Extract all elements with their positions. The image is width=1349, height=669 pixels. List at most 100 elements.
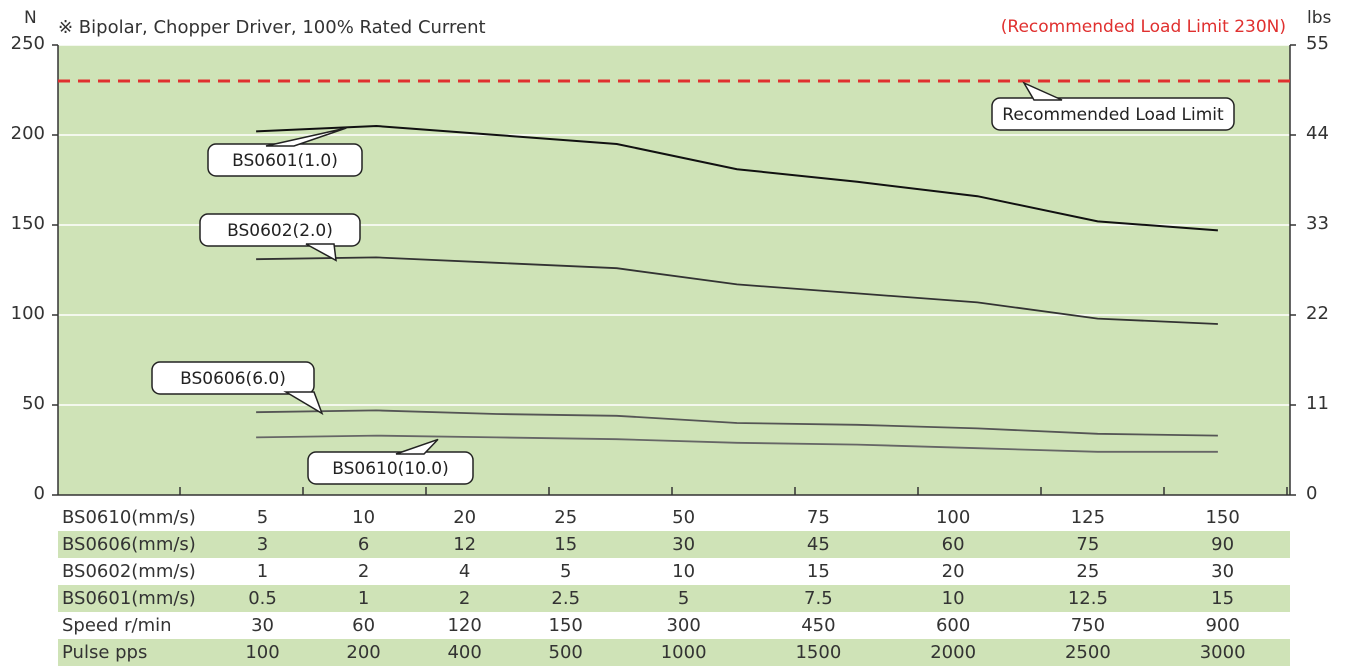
table-cell: 30 <box>616 531 751 558</box>
callout-box <box>199 213 361 247</box>
y2-tick-label: 22 <box>1306 303 1329 324</box>
table-cell: 100 <box>935 507 971 528</box>
table-cell: 400 <box>414 639 516 666</box>
table-cell: 1000 <box>616 639 751 666</box>
table-cell: 125 <box>1070 507 1106 528</box>
table-cell: 2 <box>357 561 370 582</box>
right-axis-unit: lbs <box>1307 8 1332 28</box>
callout-pointer <box>265 127 347 147</box>
series-line <box>256 434 1218 453</box>
y2-tick-label: 55 <box>1306 33 1329 54</box>
table-cell: 500 <box>515 639 617 666</box>
y-tick-label: 250 <box>10 33 45 54</box>
y-tick-label: 0 <box>33 483 45 504</box>
table-cell: 600 <box>935 615 971 636</box>
y-tick-label: 200 <box>10 123 45 144</box>
table-cell: 50 <box>672 507 696 528</box>
table-cell: 10 <box>352 507 376 528</box>
table-cell: 750 <box>1070 615 1106 636</box>
table-cell: 5 <box>616 585 751 612</box>
table-cell: 20 <box>453 507 477 528</box>
table-row: Speed r/min 30 60 120 150 300 450 600 750 900 <box>58 612 1290 639</box>
table-row: BS0610(mm/s) 5 10 20 25 50 75 100 125 150 <box>58 504 1290 531</box>
y2-tick-label: 11 <box>1306 393 1329 414</box>
table-cell: 4 <box>458 561 471 582</box>
callout-bs0610: BS0610(10.0) <box>307 438 474 485</box>
y-tick-label: 50 <box>22 393 45 414</box>
load-limit-note: (Recommended Load Limit 230N) <box>1000 17 1286 37</box>
callout-box <box>151 361 315 395</box>
table-cell: 1 <box>313 585 415 612</box>
y2-tick-label: 44 <box>1306 123 1329 144</box>
y2-tick-label: 0 <box>1306 483 1318 504</box>
callout-pointer <box>283 391 324 416</box>
table-cell: 12 <box>414 531 516 558</box>
table-cell: 25 <box>1076 561 1100 582</box>
series-line <box>256 124 1218 232</box>
callout-pointer <box>305 243 337 262</box>
table-cell: 75 <box>1020 531 1156 558</box>
table-cell: 450 <box>801 615 836 636</box>
callout-box <box>307 451 474 485</box>
table-cell: 1500 <box>751 639 886 666</box>
table-cell: 10 <box>672 561 696 582</box>
table-cell: 6 <box>313 531 415 558</box>
y2-tick-label: 33 <box>1306 213 1329 234</box>
table-cell: 15 <box>806 561 830 582</box>
table-row: BS0602(mm/s) 1 2 4 5 10 15 20 25 30 <box>58 558 1290 585</box>
table-cell: 900 <box>1205 615 1240 636</box>
table-cell: 60 <box>885 531 1021 558</box>
table-cell: 100 <box>212 639 314 666</box>
row-label: BS0610(mm/s) <box>62 507 196 528</box>
table-cell: 75 <box>806 507 830 528</box>
table-cell: 2 <box>414 585 516 612</box>
row-label: BS0601(mm/s) <box>58 585 212 612</box>
table-cell: 90 <box>1155 531 1290 558</box>
series-line <box>256 256 1218 325</box>
callout-bs0601: BS0601(1.0) <box>207 127 363 177</box>
row-label: BS0606(mm/s) <box>58 531 212 558</box>
callout-bs0606: BS0606(6.0) <box>151 361 324 416</box>
callout-pointer <box>395 438 439 455</box>
series-line <box>256 409 1218 437</box>
table-cell: 200 <box>313 639 415 666</box>
callout-text: BS0601(1.0) <box>232 151 338 171</box>
y-tick-label: 150 <box>10 213 45 234</box>
row-label: Speed r/min <box>62 615 172 636</box>
table-cell: 3 <box>212 531 314 558</box>
table-cell: 120 <box>447 615 482 636</box>
table-cell: 15 <box>1155 585 1290 612</box>
table-cell: 2.5 <box>515 585 617 612</box>
table-cell: 300 <box>666 615 701 636</box>
callout-load-limit: Recommended Load Limit <box>991 81 1235 131</box>
y-tick-label: 100 <box>10 303 45 324</box>
table-cell: 7.5 <box>751 585 886 612</box>
table-cell: 30 <box>251 615 274 636</box>
callout-text: Recommended Load Limit <box>1002 105 1224 125</box>
left-axis-unit: N <box>24 8 37 28</box>
table-cell: 1 <box>256 561 269 582</box>
table-cell: 20 <box>941 561 965 582</box>
table-cell: 12.5 <box>1020 585 1156 612</box>
row-label: BS0602(mm/s) <box>62 561 196 582</box>
table-cell: 30 <box>1211 561 1235 582</box>
table-row: Pulse pps 100 200 400 500 1000 1500 2000 2500 300… <box>58 639 1290 666</box>
callout-text: BS0610(10.0) <box>332 459 449 479</box>
callout-bs0602: BS0602(2.0) <box>199 213 361 262</box>
table-cell: 2000 <box>885 639 1021 666</box>
speed-table: BS0610(mm/s) 5 10 20 25 50 75 100 125 150 BS0606(m… <box>58 504 1290 666</box>
table-cell: 10 <box>885 585 1021 612</box>
table-cell: 150 <box>548 615 583 636</box>
table-cell: 45 <box>751 531 886 558</box>
table-cell: 0.5 <box>212 585 314 612</box>
callout-pointer <box>1022 81 1063 101</box>
table-cell: 25 <box>554 507 578 528</box>
table-cell: 2500 <box>1020 639 1156 666</box>
table-cell: 15 <box>515 531 617 558</box>
table-cell: 5 <box>559 561 572 582</box>
table-row: BS0601(mm/s) 0.5 1 2 2.5 5 7.5 10 12.5 15 <box>58 585 1290 612</box>
table-cell: 5 <box>256 507 269 528</box>
callout-box <box>991 97 1235 131</box>
table-cell: 150 <box>1205 507 1240 528</box>
